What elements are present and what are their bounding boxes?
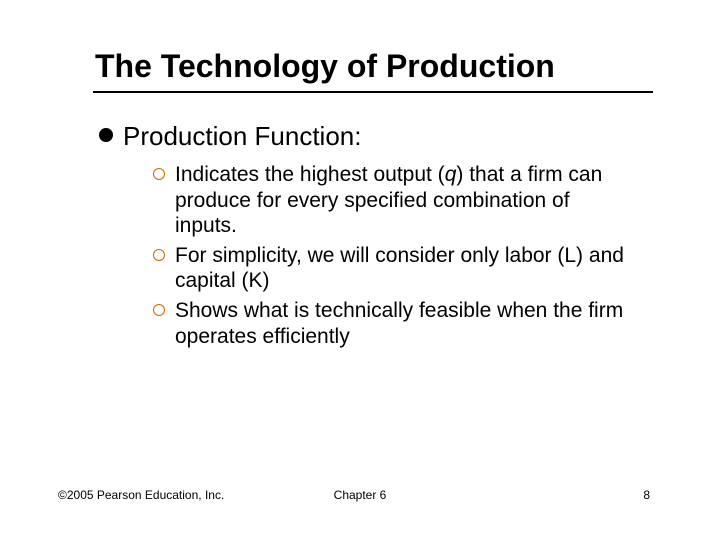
bullet-circle-icon [153,304,165,316]
level1-heading: Production Function: [123,121,361,152]
level1-item: Production Function: [99,121,660,152]
title-divider [93,91,653,93]
slide-footer: ©2005 Pearson Education, Inc. Chapter 6 … [0,488,720,502]
italic-variable: q [445,163,457,186]
level2-text: Indicates the highest output (q) that a … [175,162,635,239]
level1-list: Production Function: Indicates the highe… [95,121,660,349]
slide-title: The Technology of Production [95,48,660,85]
level2-item: Indicates the highest output (q) that a … [153,162,660,239]
bullet-disc-icon [99,128,113,142]
bullet-circle-icon [153,249,165,261]
level2-list: Indicates the highest output (q) that a … [99,162,660,349]
footer-copyright: ©2005 Pearson Education, Inc. [58,488,224,502]
level2-text: Shows what is technically feasible when … [175,298,635,349]
footer-page-number: 8 [643,488,650,502]
footer-chapter: Chapter 6 [334,488,387,502]
bullet-circle-icon [153,168,165,180]
level2-text: For simplicity, we will consider only la… [175,243,635,294]
level2-item: For simplicity, we will consider only la… [153,243,660,294]
slide: The Technology of Production Production … [0,0,720,540]
level2-item: Shows what is technically feasible when … [153,298,660,349]
text-fragment: Indicates the highest output ( [175,163,445,186]
